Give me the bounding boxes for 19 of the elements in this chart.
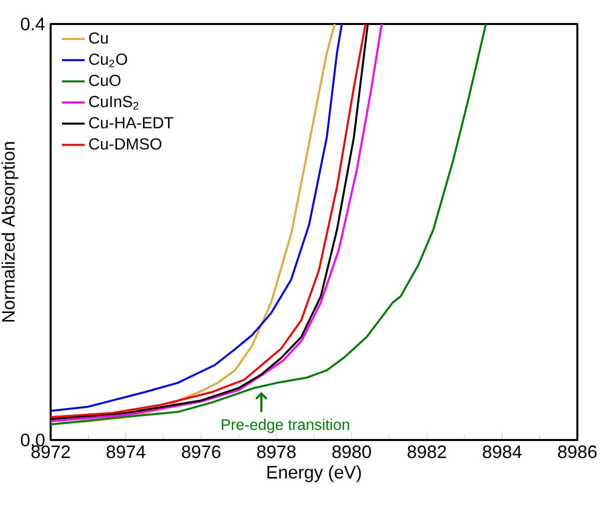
annotation: Pre-edge transition xyxy=(222,418,350,434)
legend-label: CuO xyxy=(89,74,120,86)
legend-label: Cu xyxy=(89,32,108,44)
x-tick-label: 8972 xyxy=(31,445,70,458)
legend-label: Cu-HA-EDT xyxy=(89,117,174,128)
x-tick-label: 8974 xyxy=(106,445,146,458)
x-tick-label: 8982 xyxy=(408,445,446,458)
x-tick-label: 8976 xyxy=(182,445,220,458)
x-tick-label: 8980 xyxy=(332,445,371,458)
y-axis-title: Normalized Absorption xyxy=(2,142,18,322)
x-tick-label: 8986 xyxy=(558,445,597,458)
x-tick-label: 8978 xyxy=(257,445,296,458)
x-tick-label: 8984 xyxy=(482,445,522,458)
y-tick-label: 0.4 xyxy=(20,18,45,30)
legend-label: Cu-DMSO xyxy=(89,138,162,150)
y-tick-label: 0.0 xyxy=(20,434,45,446)
x-axis-title: Energy (eV) xyxy=(267,465,361,482)
legend-label: Cu$_{2}$O xyxy=(89,54,128,68)
legend-label: CuInS$_{2}$ xyxy=(89,96,138,110)
